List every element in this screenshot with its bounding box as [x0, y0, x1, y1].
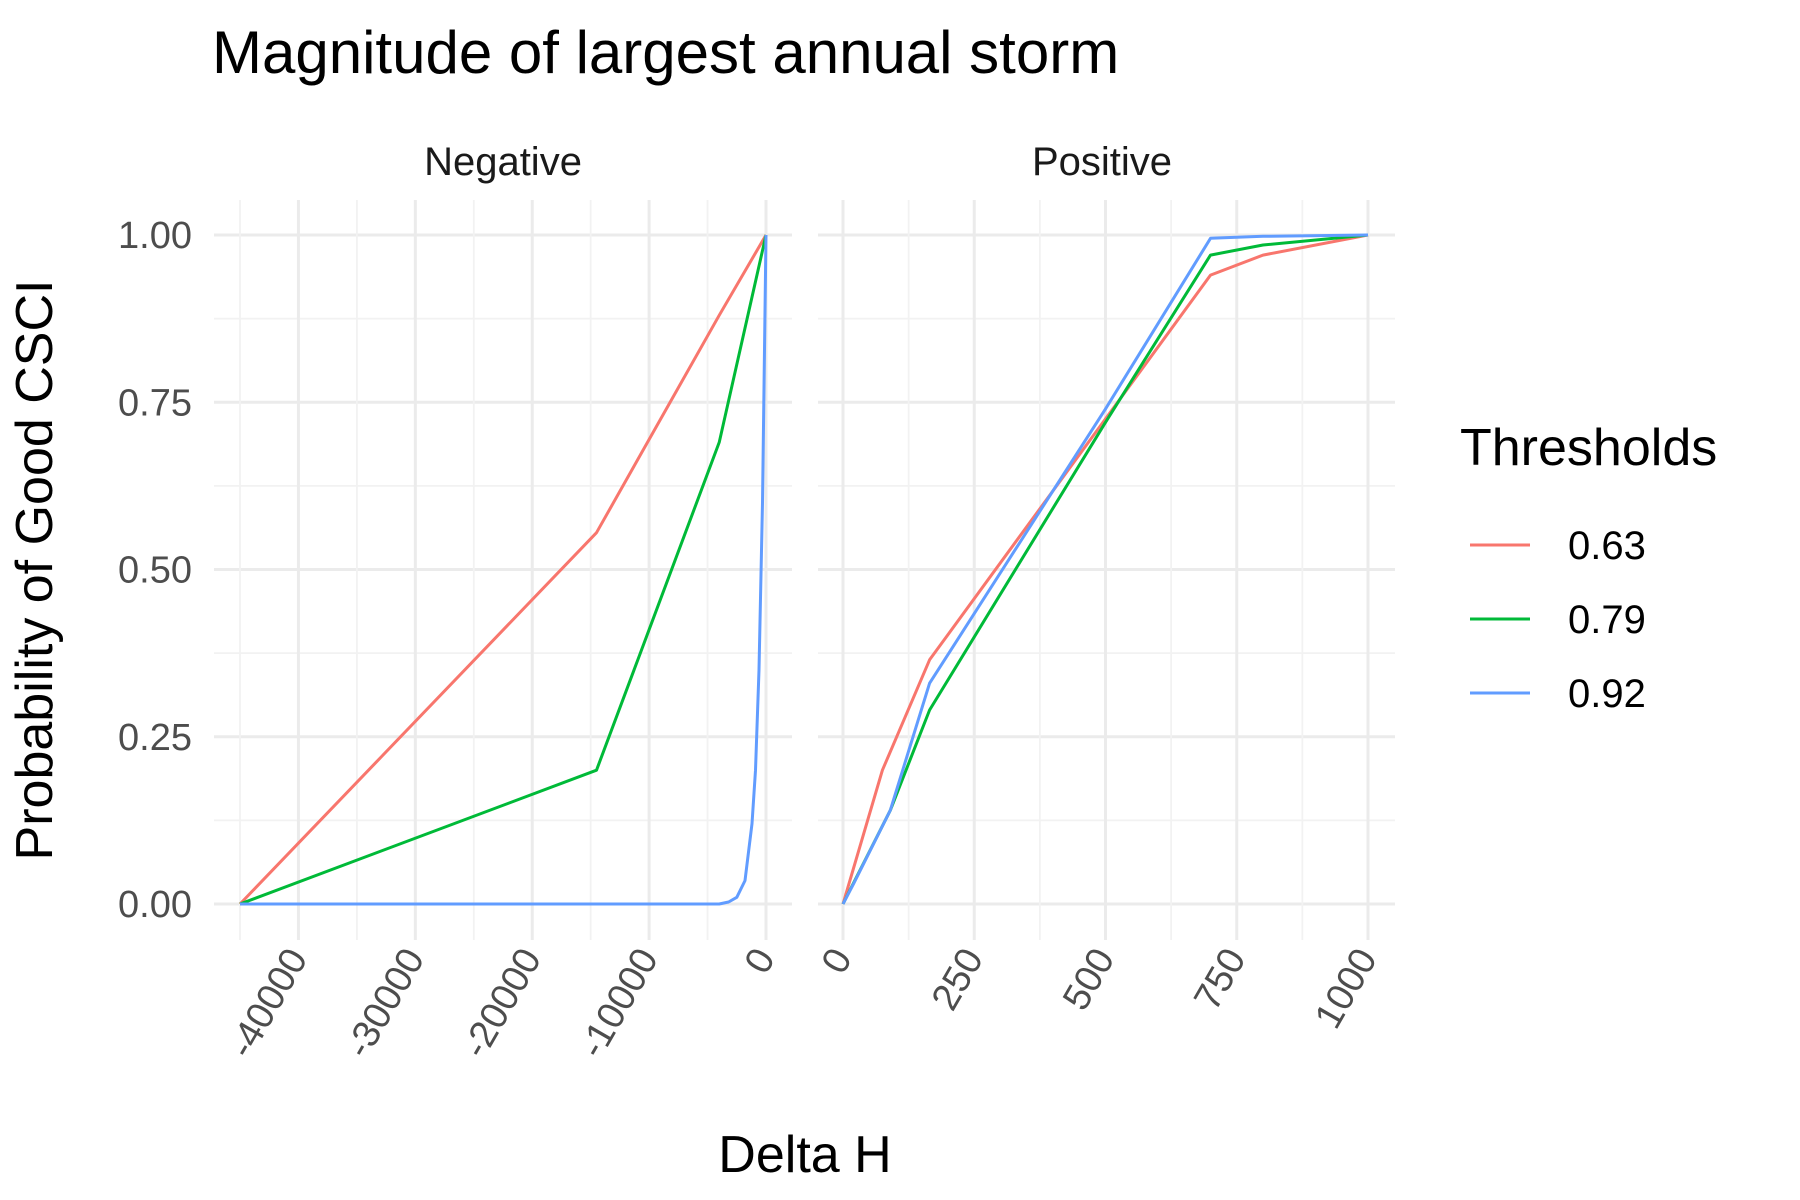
x-tick-label: 500 — [1055, 942, 1123, 1018]
series-line-0.63 — [238, 234, 768, 906]
x-tick-label: -10000 — [571, 942, 667, 1065]
y-axis: 0.00 0.25 0.50 0.75 1.00 — [118, 215, 192, 926]
series-line-0.79 — [239, 234, 768, 906]
x-tick-label: 250 — [924, 942, 992, 1018]
gridlines — [214, 200, 792, 940]
y-tick-label: 0.75 — [118, 382, 192, 424]
panel-label-negative: Negative — [424, 140, 582, 184]
y-tick-label: 0.50 — [118, 550, 192, 592]
legend-label-0.63: 0.63 — [1568, 524, 1646, 568]
series-line-0.92 — [841, 233, 1369, 905]
y-tick-label: 0.00 — [118, 884, 192, 926]
chart-title: Magnitude of largest annual storm — [212, 19, 1119, 86]
gridlines — [818, 200, 1395, 940]
legend-label-0.92: 0.92 — [1568, 672, 1646, 716]
y-tick-label: 0.25 — [118, 717, 192, 759]
y-axis-title: Probability of Good CSCI — [6, 280, 64, 861]
panel-label-positive: Positive — [1032, 140, 1172, 184]
legend-title: Thresholds — [1460, 419, 1717, 477]
legend: Thresholds 0.63 0.79 0.92 — [1460, 419, 1717, 716]
x-tick-label: 0 — [814, 942, 861, 981]
x-tick-label: 1000 — [1307, 942, 1386, 1036]
x-tick-label: -20000 — [454, 942, 550, 1065]
x-axis-title: Delta H — [718, 1126, 891, 1184]
x-tick-label: -40000 — [221, 942, 317, 1065]
y-tick-label: 1.00 — [118, 215, 192, 257]
panel-negative: Negative -40000 -30000 -20000 -10000 0 — [214, 140, 792, 1065]
x-tick-label: 0 — [737, 942, 784, 981]
panel-positive: Positive 0 250 500 750 1000 — [814, 140, 1395, 1036]
series-line-0.63 — [841, 233, 1369, 905]
series-line-0.92 — [240, 234, 768, 906]
x-tick-label: 750 — [1186, 942, 1254, 1018]
legend-label-0.79: 0.79 — [1568, 598, 1646, 642]
x-tick-label: -30000 — [338, 942, 434, 1065]
